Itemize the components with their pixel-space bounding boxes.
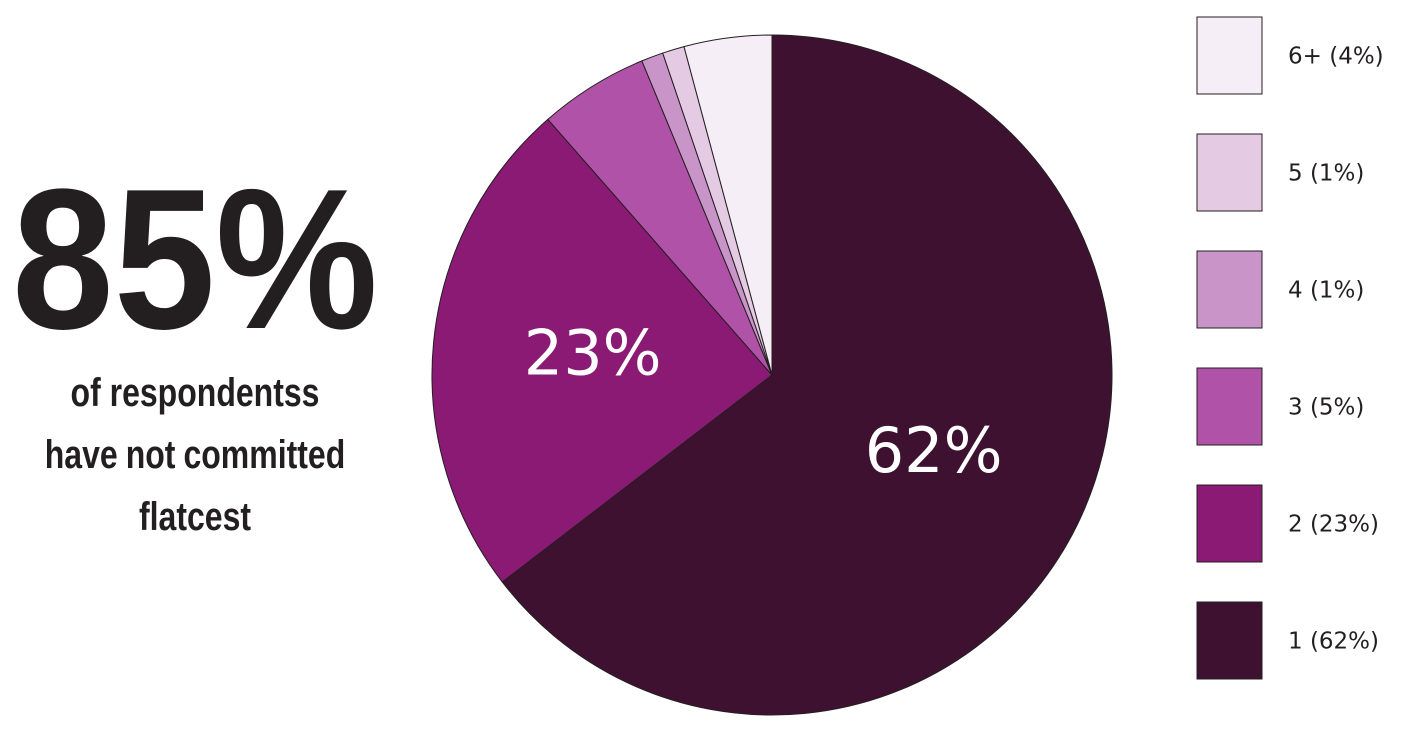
annotation-word: not xyxy=(126,432,176,477)
value-label: 62% xyxy=(865,414,1003,487)
pie-slice xyxy=(501,34,1113,716)
annotation-text: of respondentss have not committed flatcest xyxy=(45,370,345,539)
legend-label: 1 (62%) xyxy=(1288,629,1379,655)
annotation-line: have not committed xyxy=(45,432,345,477)
annotation-word: flatcest xyxy=(139,494,251,539)
legend-swatch xyxy=(1196,16,1263,95)
annotation: 85% xyxy=(12,148,378,371)
legend-label: 2 (23%) xyxy=(1288,512,1379,538)
annotation-word: committed xyxy=(183,432,345,477)
annotation-word: have xyxy=(45,432,118,477)
legend-swatch xyxy=(1196,133,1263,212)
legend-label: 6+ (4%) xyxy=(1288,44,1384,70)
legend-label: 3 (5%) xyxy=(1288,395,1364,421)
annotation-line: of respondentss xyxy=(71,370,320,415)
annotation-word: of respondentss xyxy=(71,370,320,415)
legend-swatch xyxy=(1196,601,1263,680)
legend-label: 5 (1%) xyxy=(1288,161,1364,187)
legend-swatch xyxy=(1196,250,1263,329)
legend-label: 4 (1%) xyxy=(1288,278,1364,304)
pie-slice xyxy=(431,118,773,583)
value-label: 23% xyxy=(524,316,662,389)
legend-swatch xyxy=(1196,367,1263,446)
pie-slice xyxy=(683,34,773,376)
legend-swatch xyxy=(1196,484,1263,563)
headline: 85% xyxy=(12,148,378,371)
annotation-line: flatcest xyxy=(139,494,251,539)
